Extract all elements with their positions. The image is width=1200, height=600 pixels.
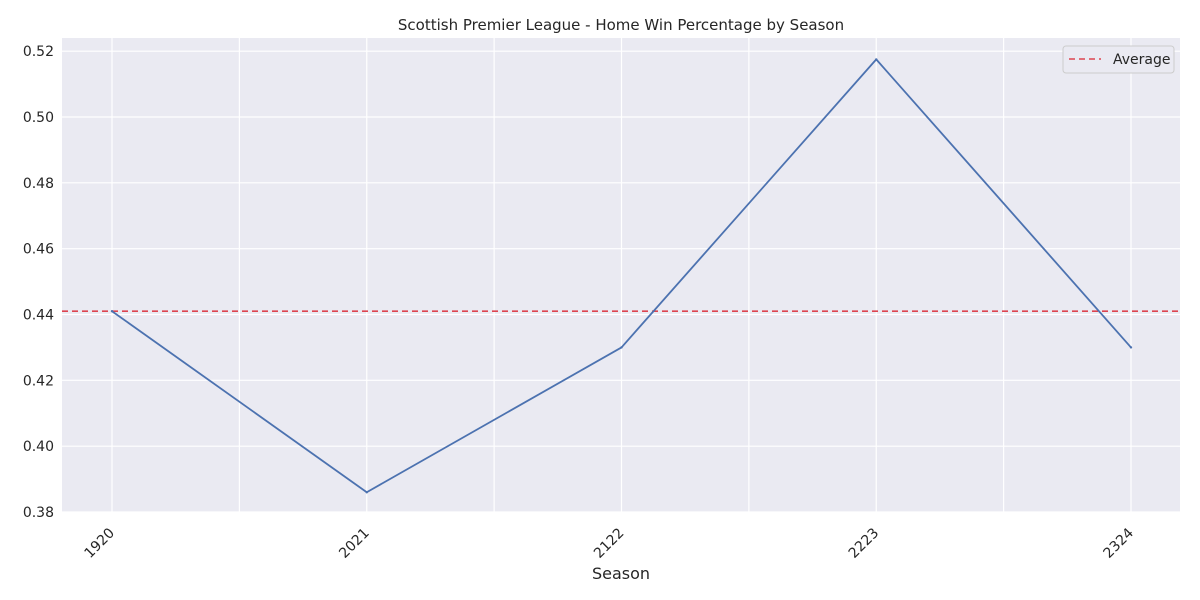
data-point-2324 — [1129, 346, 1133, 349]
x-tick-label: 2223 — [846, 525, 883, 562]
x-tick-label: 2324 — [1100, 525, 1137, 562]
x-axis-label: Season — [592, 564, 650, 583]
data-point-2223 — [875, 58, 878, 61]
x-tick-labels: 1920 2021 2122 2223 2324 — [81, 525, 1137, 562]
y-tick-labels: 0.38 0.40 0.42 0.44 0.46 0.48 0.50 0.52 — [23, 44, 54, 521]
data-point-2122 — [620, 346, 623, 349]
series-layer — [110, 58, 1133, 494]
x-tick-label: 2021 — [336, 525, 373, 562]
y-tick-label: 0.42 — [23, 373, 54, 389]
legend-box — [1062, 45, 1175, 74]
x-tick-label: 1920 — [81, 525, 118, 562]
data-point-1920 — [110, 310, 114, 313]
y-tick-label: 0.52 — [23, 44, 54, 60]
y-tick-label: 0.44 — [23, 308, 54, 324]
y-tick-label: 0.40 — [23, 439, 54, 455]
y-tick-label: 0.48 — [23, 176, 54, 192]
legend-label-average: Average — [1113, 52, 1171, 68]
y-tick-label: 0.50 — [23, 110, 54, 126]
grid-lines — [62, 38, 1180, 513]
chart-title: Scottish Premier League - Home Win Perce… — [398, 16, 844, 34]
legend[interactable]: Average — [1062, 45, 1175, 74]
y-tick-label: 0.46 — [23, 242, 54, 258]
x-tick-label: 2122 — [591, 525, 628, 562]
y-tick-label: 0.38 — [23, 505, 54, 521]
data-point-2021 — [365, 491, 368, 494]
